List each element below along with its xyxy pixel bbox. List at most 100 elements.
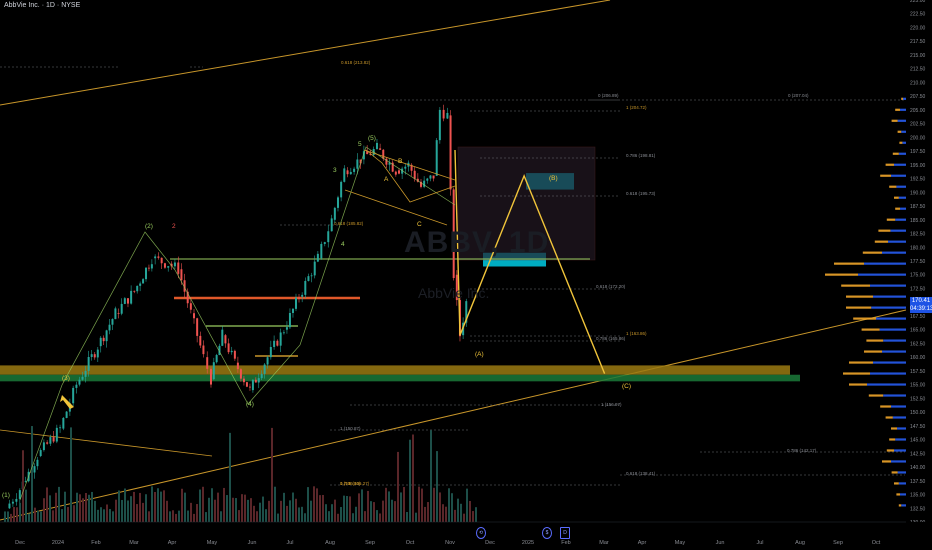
fib-label: 0 (207.04) (788, 93, 809, 98)
volume-bar (25, 489, 27, 522)
candle-body (180, 269, 183, 281)
candle-body (24, 481, 27, 483)
interval-label[interactable]: 1D (45, 2, 55, 9)
candle-body (379, 148, 382, 150)
wave-count-path[interactable] (19, 146, 456, 501)
candle-body (263, 364, 266, 374)
event-marker-icon[interactable]: $ (542, 527, 552, 539)
vp-down-bar (895, 207, 900, 210)
volume-bar (271, 427, 273, 522)
volume-bar (289, 500, 291, 522)
volume-bar (277, 513, 279, 522)
candle-body (248, 386, 251, 388)
correction-path[interactable] (365, 149, 456, 203)
volume-bar (316, 488, 318, 522)
volume-bar (379, 513, 381, 522)
forecast-box[interactable] (457, 146, 596, 261)
vp-up-bar (895, 218, 906, 221)
price-tick: 162.50 (910, 341, 926, 347)
volume-bar (91, 491, 93, 522)
volume-bar (184, 492, 186, 522)
vp-up-bar (879, 328, 906, 331)
zone-support-green[interactable] (0, 374, 800, 382)
price-axis[interactable]: 225.00 222.50 220.00 217.50 215.00 212.50 210.… (906, 0, 932, 526)
vp-down-bar (891, 119, 898, 122)
volume-bar (145, 494, 147, 522)
fib-label: 0.618 (185.82) (334, 221, 364, 226)
time-axis[interactable]: Dec 2024 Feb Mar Apr May Jun Jul Aug Sep Oct Nov Dec… (0, 521, 932, 550)
volume-bar (112, 511, 114, 522)
fib-label: 1 (136.80) (340, 481, 361, 486)
candle-body (160, 257, 163, 264)
price-tick: 200.00 (910, 135, 926, 141)
candle-body (87, 356, 90, 371)
candle-body (75, 384, 78, 388)
volume-bar (268, 500, 270, 522)
volume-bar (301, 506, 303, 522)
vp-up-bar (891, 405, 906, 408)
volume-bar (448, 488, 450, 522)
volume-bar (403, 487, 405, 522)
candle-body (78, 379, 81, 385)
candle-body (359, 159, 362, 164)
projection-path[interactable] (454, 149, 606, 374)
lower-trendline[interactable] (0, 309, 907, 521)
goto-realtime-icon[interactable]: ⟲ (476, 527, 486, 539)
vp-up-bar (896, 185, 906, 188)
candle-body (65, 411, 68, 418)
wave-label: A (384, 176, 389, 183)
volume-bar (358, 493, 360, 522)
time-tick: Mar (599, 540, 609, 546)
volume-bar (175, 513, 177, 522)
wave-label: (1) (2, 492, 10, 499)
candle-body (49, 437, 52, 444)
volume-bar (325, 504, 327, 522)
volume-bar (19, 502, 21, 522)
volume-bar (352, 513, 354, 522)
price-tick: 132.50 (910, 506, 926, 512)
candle-body (343, 168, 346, 182)
volume-bar (46, 487, 48, 522)
volume-bar (148, 511, 150, 522)
vp-down-bar (825, 273, 858, 276)
zone-support-gold[interactable] (0, 365, 790, 375)
price-tick: 187.50 (910, 204, 926, 210)
dividend-marker-icon[interactable]: D (560, 527, 570, 539)
candle-body (215, 355, 218, 363)
volume-bar (70, 427, 72, 522)
channel-upper[interactable] (363, 149, 456, 181)
vp-up-bar (895, 438, 906, 441)
vp-up-bar (888, 240, 906, 243)
volume-bar (130, 496, 132, 522)
volume-bar (340, 507, 342, 522)
candle-body (282, 332, 285, 334)
candle-body (429, 175, 432, 179)
fib-label: 1 (150.87) (340, 426, 361, 431)
volume-bar (355, 506, 357, 522)
candle-body (239, 369, 242, 379)
channel-lower[interactable] (344, 189, 448, 226)
minor-trendline[interactable] (0, 429, 213, 457)
candle-body (388, 162, 391, 165)
vp-down-bar (834, 262, 864, 265)
candle-body (150, 264, 153, 269)
volume-bar (394, 501, 396, 522)
candle-body (11, 501, 14, 504)
time-tick: Jul (756, 540, 763, 546)
candle-body (93, 354, 96, 358)
wave-label: (C) (622, 383, 631, 390)
vp-down-bar (898, 504, 902, 507)
candle-body (353, 168, 356, 172)
candle-body (356, 159, 359, 169)
upper-trendline[interactable] (0, 0, 611, 106)
candle-body (301, 294, 304, 297)
candle-body (397, 170, 400, 174)
vp-down-bar (846, 295, 873, 298)
vp-down-bar (894, 482, 899, 485)
candle-body (401, 168, 404, 174)
candle-body (465, 301, 468, 323)
candle-body (435, 140, 438, 176)
candle-body (410, 164, 413, 171)
volume-bar (475, 507, 477, 522)
